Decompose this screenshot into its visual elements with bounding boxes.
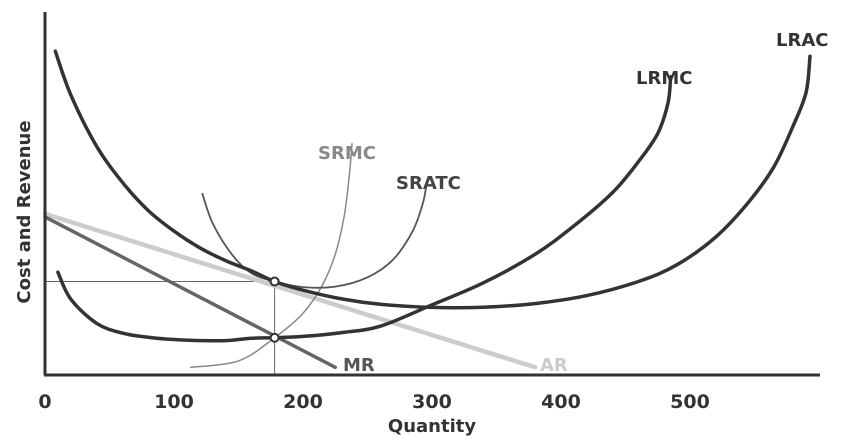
x-tick-label: 200 — [283, 391, 323, 413]
curve-label-srmc: SRMC — [318, 143, 376, 164]
curve-label-mr: MR — [343, 355, 375, 376]
curve-lrmc — [56, 75, 673, 343]
x-axis-title: Quantity — [388, 416, 476, 437]
x-tick-labels: 0 100 200 300 400 500 — [38, 391, 709, 413]
x-tick-label: 300 — [412, 391, 452, 413]
reference-lines — [45, 280, 276, 375]
curve-label-lrmc: LRMC — [636, 68, 692, 89]
curve-label-sratc: SRATC — [396, 173, 461, 194]
curve-labels: LRAC LRMC SRMC SRATC AR MR — [318, 30, 828, 376]
axes — [43, 12, 820, 377]
curve-label-ar: AR — [540, 355, 568, 376]
curve-sratc — [201, 181, 428, 289]
x-tick-label: 500 — [670, 391, 710, 413]
x-tick-label: 100 — [154, 391, 194, 413]
y-axis-title: Cost and Revenue — [14, 120, 35, 303]
equilibrium-point-2 — [269, 332, 280, 343]
x-tick-label: 0 — [38, 391, 51, 413]
curve-ar — [42, 211, 538, 370]
curve-mr — [43, 215, 337, 370]
curves — [42, 49, 812, 370]
equilibrium-points — [269, 276, 280, 343]
curve-srmc — [190, 142, 353, 369]
x-tick-label: 400 — [541, 391, 581, 413]
curve-label-lrac: LRAC — [776, 30, 828, 51]
equilibrium-point-1 — [269, 276, 280, 287]
curve-lrac — [53, 49, 812, 310]
